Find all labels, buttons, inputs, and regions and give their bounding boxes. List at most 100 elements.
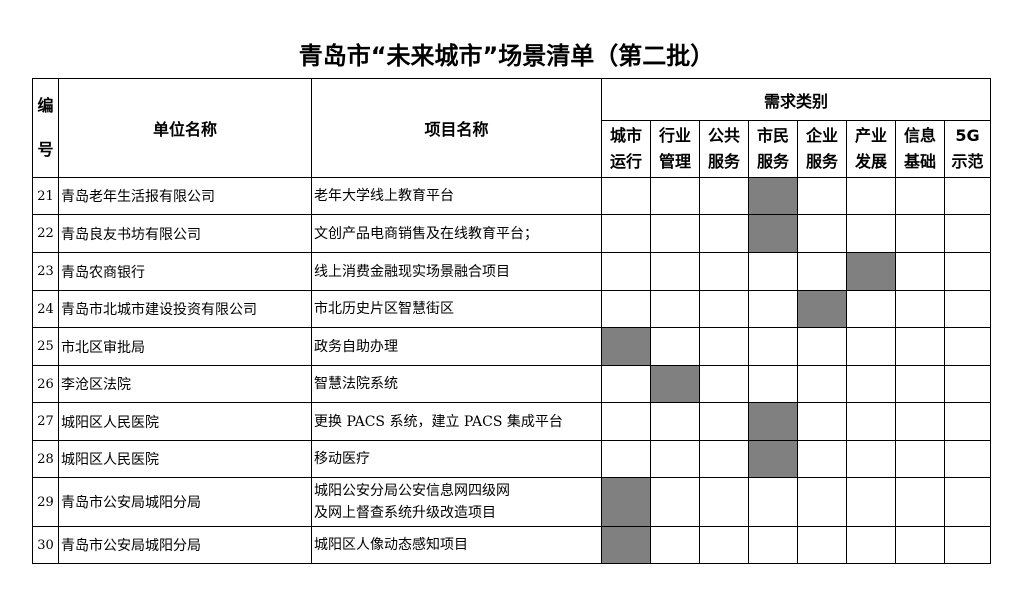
header-category: 产业发展 xyxy=(846,120,896,178)
category-cell xyxy=(797,327,847,366)
category-cell xyxy=(944,290,991,328)
category-cell xyxy=(895,327,945,366)
table-row: 30 青岛市公安局城阳分局 城阳区人像动态感知项目 xyxy=(32,526,991,564)
project-name: 城阳区人像动态感知项目 xyxy=(311,526,602,564)
category-cell xyxy=(650,327,700,366)
category-cell xyxy=(895,365,945,403)
category-cell xyxy=(846,477,896,527)
row-number: 30 xyxy=(32,526,59,564)
category-cell xyxy=(699,177,749,215)
row-number: 26 xyxy=(32,365,59,403)
category-cell xyxy=(797,365,847,403)
header-unit: 单位名称 xyxy=(58,78,312,178)
category-cell xyxy=(944,177,991,215)
row-number: 25 xyxy=(32,327,59,366)
table-row: 21 青岛老年生活报有限公司 老年大学线上教育平台 xyxy=(32,177,991,215)
unit-name: 市北区审批局 xyxy=(58,327,312,366)
project-name: 城阳公安分局公安信息网四级网 及网上督查系统升级改造项目 xyxy=(311,477,602,527)
category-cell xyxy=(944,327,991,366)
category-cell xyxy=(797,440,847,478)
category-cell xyxy=(601,290,651,328)
category-cell xyxy=(846,440,896,478)
table-row: 28 城阳区人民医院 移动医疗 xyxy=(32,440,991,478)
category-cell xyxy=(944,365,991,403)
category-cell xyxy=(699,252,749,291)
category-cell xyxy=(895,252,945,291)
row-number: 22 xyxy=(32,214,59,253)
header-category-group: 需求类别 xyxy=(601,78,991,121)
header-project: 项目名称 xyxy=(311,78,602,178)
category-cell xyxy=(748,327,798,366)
row-number: 29 xyxy=(32,477,59,527)
unit-name: 城阳区人民医院 xyxy=(58,440,312,478)
category-cell xyxy=(895,214,945,253)
category-mark-filled xyxy=(846,252,896,291)
category-cell xyxy=(650,526,700,564)
category-cell xyxy=(846,526,896,564)
category-cell xyxy=(699,214,749,253)
category-mark-filled xyxy=(601,327,651,366)
table-row: 25 市北区审批局 政务自助办理 xyxy=(32,327,991,366)
category-mark-filled xyxy=(601,477,651,527)
category-cell xyxy=(797,526,847,564)
header-category: 行业管理 xyxy=(650,120,700,178)
category-cell xyxy=(699,477,749,527)
category-mark-filled xyxy=(797,290,847,328)
category-cell xyxy=(797,252,847,291)
category-cell xyxy=(895,440,945,478)
category-cell xyxy=(797,214,847,253)
table-row: 29 青岛市公安局城阳分局 城阳公安分局公安信息网四级网 及网上督查系统升级改造项目 xyxy=(32,477,991,527)
header-category: 市民服务 xyxy=(748,120,798,178)
header-category: 企业服务 xyxy=(797,120,847,178)
header-category: 5G示范 xyxy=(944,120,991,178)
category-cell xyxy=(895,177,945,215)
category-cell xyxy=(699,526,749,564)
category-cell xyxy=(699,365,749,403)
category-cell xyxy=(797,402,847,441)
category-cell xyxy=(944,252,991,291)
header-category: 公共服务 xyxy=(699,120,749,178)
category-cell xyxy=(650,477,700,527)
category-mark-filled xyxy=(748,440,798,478)
category-cell xyxy=(748,252,798,291)
category-cell xyxy=(944,526,991,564)
unit-name: 青岛农商银行 xyxy=(58,252,312,291)
category-cell xyxy=(748,290,798,328)
unit-name: 青岛市北城市建设投资有限公司 xyxy=(58,290,312,328)
table-row: 23 青岛农商银行 线上消费金融现实场景融合项目 xyxy=(32,252,991,291)
category-cell xyxy=(601,177,651,215)
category-cell xyxy=(699,440,749,478)
category-cell xyxy=(895,290,945,328)
table-row: 24 青岛市北城市建设投资有限公司 市北历史片区智慧街区 xyxy=(32,290,991,328)
category-mark-filled xyxy=(650,365,700,403)
category-cell xyxy=(895,477,945,527)
project-name: 线上消费金融现实场景融合项目 xyxy=(311,252,602,291)
category-cell xyxy=(944,214,991,253)
category-cell xyxy=(846,290,896,328)
category-cell xyxy=(650,440,700,478)
category-mark-filled xyxy=(748,214,798,253)
category-cell xyxy=(699,290,749,328)
category-cell xyxy=(846,327,896,366)
category-cell xyxy=(650,252,700,291)
category-cell xyxy=(944,477,991,527)
category-cell xyxy=(748,526,798,564)
project-name: 智慧法院系统 xyxy=(311,365,602,403)
category-cell xyxy=(797,177,847,215)
unit-name: 青岛市公安局城阳分局 xyxy=(58,526,312,564)
category-cell xyxy=(601,214,651,253)
category-cell xyxy=(944,402,991,441)
scene-list-table: 编号 单位名称 项目名称 需求类别 城市运行 行业管理 公共服务 市民服务 企业服务 产业… xyxy=(32,78,991,564)
category-mark-filled xyxy=(748,402,798,441)
category-mark-filled xyxy=(748,177,798,215)
category-cell xyxy=(601,365,651,403)
project-name: 政务自助办理 xyxy=(311,327,602,366)
unit-name: 城阳区人民医院 xyxy=(58,402,312,441)
header-category: 城市运行 xyxy=(601,120,651,178)
unit-name: 李沧区法院 xyxy=(58,365,312,403)
row-number: 24 xyxy=(32,290,59,328)
category-mark-filled xyxy=(601,526,651,564)
table-row: 27 城阳区人民医院 更换 PACS 系统，建立 PACS 集成平台 xyxy=(32,402,991,441)
unit-name: 青岛良友书坊有限公司 xyxy=(58,214,312,253)
category-cell xyxy=(650,290,700,328)
